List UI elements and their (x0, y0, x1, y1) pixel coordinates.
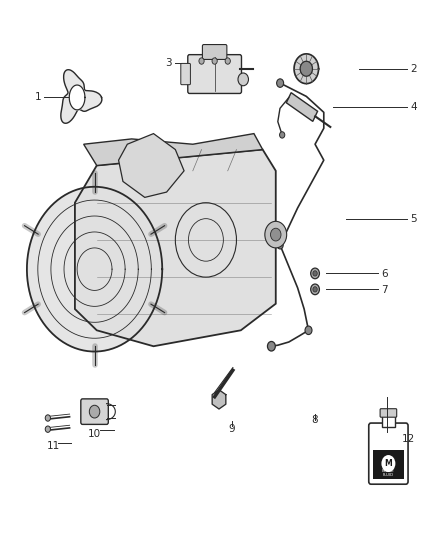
Circle shape (381, 455, 396, 472)
Circle shape (279, 132, 285, 138)
Circle shape (238, 73, 248, 86)
Circle shape (268, 342, 276, 351)
Circle shape (313, 287, 317, 292)
Circle shape (277, 79, 284, 87)
Circle shape (313, 271, 317, 276)
Polygon shape (75, 150, 276, 346)
Bar (382, 415, 395, 427)
Text: 12: 12 (402, 434, 416, 445)
Polygon shape (84, 134, 263, 165)
Circle shape (277, 241, 283, 249)
Text: 5: 5 (410, 214, 417, 224)
Polygon shape (27, 187, 162, 352)
Circle shape (265, 221, 287, 248)
Text: 3: 3 (166, 59, 172, 68)
Text: 2: 2 (410, 64, 417, 74)
Circle shape (311, 268, 319, 279)
Text: 10: 10 (88, 429, 101, 439)
FancyBboxPatch shape (380, 409, 397, 417)
Bar (373, 450, 404, 479)
FancyBboxPatch shape (369, 423, 408, 484)
Circle shape (311, 284, 319, 295)
Text: FLUID: FLUID (383, 473, 394, 477)
Circle shape (45, 415, 50, 421)
Circle shape (199, 58, 204, 64)
FancyBboxPatch shape (181, 63, 191, 85)
Polygon shape (119, 134, 184, 197)
Text: 1: 1 (35, 92, 41, 102)
Circle shape (45, 426, 50, 432)
Circle shape (305, 326, 312, 335)
Text: 6: 6 (381, 270, 388, 279)
Text: 7: 7 (381, 286, 388, 295)
FancyBboxPatch shape (81, 399, 108, 424)
FancyBboxPatch shape (202, 45, 227, 60)
Text: BRAKE: BRAKE (382, 469, 395, 473)
Circle shape (89, 405, 100, 418)
Polygon shape (294, 54, 318, 84)
Polygon shape (300, 61, 312, 76)
Circle shape (225, 58, 230, 64)
Text: 9: 9 (229, 424, 235, 434)
Polygon shape (69, 85, 85, 110)
Polygon shape (212, 390, 226, 409)
Text: 4: 4 (410, 102, 417, 112)
Polygon shape (61, 70, 102, 123)
FancyBboxPatch shape (188, 55, 241, 93)
Text: 8: 8 (312, 415, 318, 425)
Polygon shape (286, 93, 318, 122)
Circle shape (271, 228, 281, 241)
Circle shape (212, 58, 217, 64)
Text: 11: 11 (46, 441, 60, 451)
Text: M: M (385, 459, 392, 468)
